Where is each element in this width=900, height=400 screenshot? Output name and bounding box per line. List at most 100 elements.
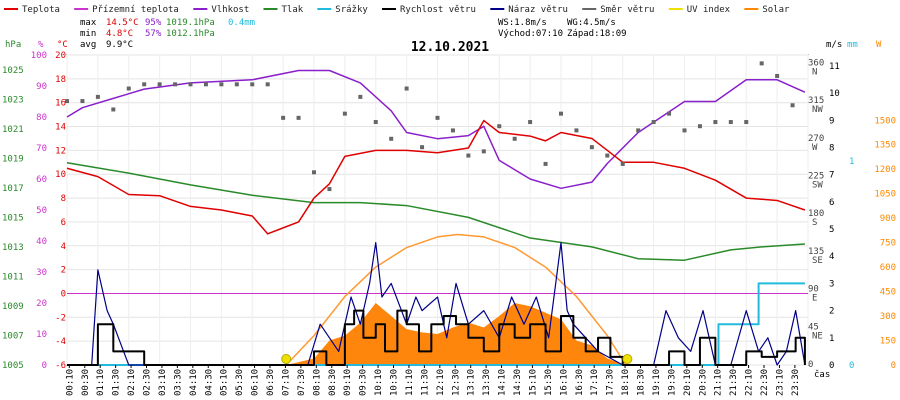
x-tick-label: 02:30 <box>143 369 153 396</box>
press-tick: 1007 <box>2 331 24 341</box>
x-tick-label: 04:10 <box>189 369 199 396</box>
wind-dir-point <box>574 128 579 133</box>
stat-wg: WG:4.5m/s <box>567 18 616 28</box>
x-tick-label: 06:30 <box>266 369 276 396</box>
temp-tick: 4 <box>61 242 66 252</box>
x-tick-label: 03:30 <box>173 369 183 396</box>
wind-dir-point <box>759 61 764 66</box>
press-tick: 1005 <box>2 361 24 371</box>
wind-dir-point <box>188 82 193 87</box>
dir-label: NE <box>812 331 823 341</box>
x-tick-label: 05:30 <box>235 369 245 396</box>
wind-dir-point <box>728 120 733 125</box>
solar-tick: 750 <box>880 239 896 249</box>
wind-dir-point <box>512 136 517 141</box>
dir-label: S <box>812 218 817 228</box>
stat-ws: WS:1.8m/s <box>498 18 547 28</box>
solar-area <box>286 303 626 365</box>
temp-tick: 8 <box>61 194 66 204</box>
stats-block: max 14.5°C 95% 1019.1hPa 0.4mm min 4.8°C… <box>80 18 627 50</box>
hum-tick: 20 <box>36 299 47 309</box>
stat-avg-label: avg <box>80 40 96 50</box>
hum-tick: 30 <box>36 268 47 278</box>
hum-tick: 100 <box>31 51 47 61</box>
x-tick-label: 07:30 <box>297 369 307 396</box>
wind-dir-point <box>543 161 548 166</box>
legend-label: Srážky <box>335 5 368 15</box>
x-tick-label: 01:30 <box>112 369 122 396</box>
temp-tick: -2 <box>55 313 66 323</box>
press-tick: 1021 <box>2 125 24 135</box>
hum-tick: 40 <box>36 237 47 247</box>
x-tick-label: 12:30 <box>451 369 461 396</box>
wind-direction-points <box>65 61 795 192</box>
wind-dir-point <box>203 82 208 87</box>
wind-dir-point <box>497 124 502 129</box>
solar-tick: 300 <box>880 312 896 322</box>
solar-tick: 0 <box>891 361 896 371</box>
solar-tick: 1050 <box>874 190 896 200</box>
x-tick-label: 19:30 <box>667 369 677 396</box>
x-tick-label: 17:30 <box>606 369 616 396</box>
wind-dir-point <box>775 73 780 78</box>
rain-unit: mm <box>847 40 858 50</box>
dir-tick: 225 <box>808 171 824 181</box>
x-tick-label: 01:10 <box>96 369 106 396</box>
temp-tick: 14 <box>55 123 66 133</box>
legend-label: Rychlost větru <box>400 5 476 15</box>
x-tick-label: 11:30 <box>420 369 430 396</box>
wind-dir-point <box>697 124 702 129</box>
x-tick-label: 10:10 <box>374 369 384 396</box>
wind-dir-point <box>358 94 363 99</box>
legend-label: Směr větru <box>600 5 654 15</box>
wind-dir-point <box>173 82 178 87</box>
wind-tick: 8 <box>829 143 834 153</box>
wind-dir-point <box>281 115 286 120</box>
legend-label: Náraz větru <box>508 5 568 15</box>
x-tick-label: 05:10 <box>220 369 230 396</box>
hum-tick: 70 <box>36 144 47 154</box>
stat-min-press: 1012.1hPa <box>166 29 215 39</box>
wind-dir-point <box>528 120 533 125</box>
wind-dir-point <box>126 86 131 91</box>
temp-tick: -6 <box>55 361 66 371</box>
wind-dir-point <box>142 82 147 87</box>
stat-max-press: 1019.1hPa <box>166 18 215 28</box>
hum-tick: 50 <box>36 206 47 216</box>
hum-tick: 10 <box>36 330 47 340</box>
dir-tick: 315 <box>808 96 824 106</box>
x-tick-label: 23:10 <box>775 369 785 396</box>
solar-tick: 1350 <box>874 141 896 151</box>
press-tick: 1023 <box>2 95 24 105</box>
wind-dir-point <box>265 82 270 87</box>
wind-dir-point <box>667 111 672 116</box>
stat-sunrise: Východ:07:10 <box>498 29 563 39</box>
wind-dir-point <box>435 115 440 120</box>
wind-dir-point <box>559 111 563 116</box>
wind-dir-point <box>420 145 425 150</box>
press-tick: 1015 <box>2 213 24 223</box>
temp-unit: °C <box>57 40 68 50</box>
rain-tick: 0 <box>849 361 854 371</box>
wind-dir-point <box>481 149 486 154</box>
press-tick: 1011 <box>2 272 24 282</box>
x-tick-label: 08:10 <box>312 369 322 396</box>
x-tick-label: 21:10 <box>714 369 724 396</box>
wind-dir-point <box>65 99 69 104</box>
solar-theory-line <box>285 233 627 366</box>
x-tick-label: 07:10 <box>281 369 291 396</box>
dir-label: SW <box>812 180 823 190</box>
press-unit: hPa <box>5 40 21 50</box>
hum-tick: 60 <box>36 175 47 185</box>
uv-marker <box>281 354 292 364</box>
wind-tick: 10 <box>829 89 840 99</box>
x-tick-label: 14:30 <box>513 369 523 396</box>
x-tick-label: 20:30 <box>698 369 708 396</box>
legend-label: Teplota <box>22 5 60 15</box>
wind-dir-point <box>342 111 347 116</box>
stat-min-temp: 4.8°C <box>106 29 133 39</box>
temp-tick: 20 <box>55 51 66 61</box>
x-unit: čas <box>814 369 830 380</box>
dir-tick: 180 <box>808 209 824 219</box>
wind-dir-point <box>312 170 316 175</box>
